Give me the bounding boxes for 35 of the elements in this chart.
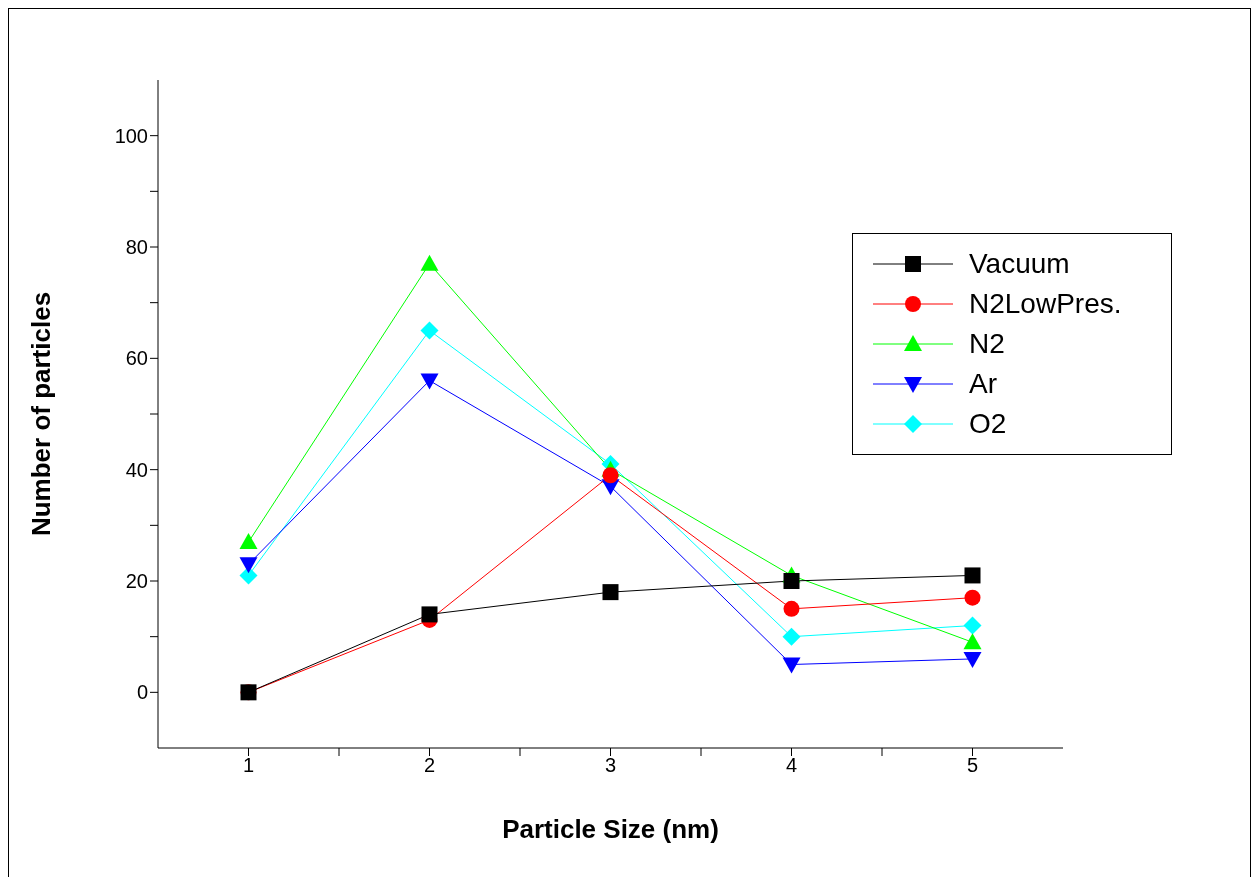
x-tick-label: 5 [966, 754, 979, 777]
x-tick-label: 4 [785, 754, 798, 777]
point [964, 567, 981, 584]
legend-label: Ar [969, 368, 997, 400]
y-tick-label: 20 [125, 570, 148, 593]
point [421, 606, 438, 623]
legend-label: O2 [969, 408, 1007, 440]
point [420, 321, 439, 340]
point [783, 573, 800, 589]
point [602, 467, 619, 484]
point [420, 373, 439, 390]
x-tick-label: 2 [423, 754, 436, 777]
point [782, 627, 801, 646]
x-tick-label: 1 [242, 754, 255, 777]
point [782, 657, 801, 674]
legend-label: N2LowPres. [969, 288, 1122, 320]
point [602, 584, 619, 601]
y-tick-label: 60 [125, 347, 148, 370]
point [963, 651, 982, 668]
point [964, 589, 981, 606]
x-axis-title: Particle Size (nm) [502, 814, 719, 844]
point [420, 254, 439, 271]
point [239, 533, 258, 550]
legend-label: N2 [969, 328, 1005, 360]
y-tick-label: 40 [125, 458, 148, 481]
y-tick-label: 100 [114, 124, 148, 147]
y-tick-label: 0 [136, 681, 148, 704]
point [963, 633, 982, 650]
point [783, 600, 800, 617]
y-tick-label: 80 [125, 236, 148, 259]
x-tick-label: 3 [604, 754, 617, 777]
point [963, 616, 982, 635]
point [239, 557, 258, 574]
legend-label: Vacuum [969, 248, 1070, 280]
y-axis-title: Number of particles [26, 291, 57, 537]
